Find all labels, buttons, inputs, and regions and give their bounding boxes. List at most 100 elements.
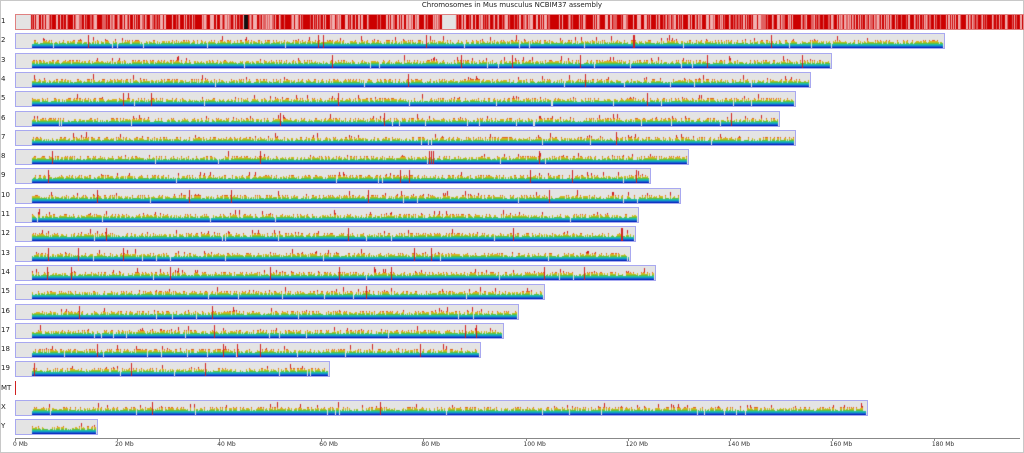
- chromosome-label: X: [1, 403, 6, 411]
- chromosome-row: 12: [0, 226, 1024, 243]
- chromosome-1[interactable]: [15, 14, 1024, 30]
- axis-tick-label: 120 Mb: [625, 441, 648, 448]
- chromosome-8[interactable]: [15, 149, 689, 166]
- chromosome-row: 4: [0, 71, 1024, 88]
- chromosome-row: 14: [0, 264, 1024, 281]
- chromosome-19[interactable]: [15, 361, 330, 378]
- chromosome-label: 12: [1, 229, 10, 238]
- chromosome-7[interactable]: [15, 129, 796, 146]
- axis-tick-label: 0 Mb: [13, 441, 28, 448]
- chromosome-label: 1: [1, 17, 6, 25]
- density-histogram: [16, 227, 635, 242]
- density-histogram: [16, 72, 810, 87]
- chromosome-row: 6: [0, 110, 1024, 127]
- chromosome-label: 10: [1, 190, 10, 199]
- panel-title: Chromosomes in Mus musculus NCBIM37 asse…: [421, 1, 603, 9]
- axis-tick: [729, 438, 731, 441]
- chromosome-4[interactable]: [15, 71, 811, 88]
- chromosome-Y[interactable]: [15, 419, 98, 436]
- axis-tick-label: 140 Mb: [727, 441, 751, 448]
- density-histogram: [16, 188, 680, 203]
- chromosome-label: 16: [1, 306, 10, 315]
- density-histogram: [16, 169, 650, 184]
- chromosome-label: 17: [1, 325, 10, 334]
- chromosome-10[interactable]: [15, 187, 681, 204]
- density-histogram: [16, 343, 480, 358]
- axis-tick-label: 80 Mb: [421, 441, 440, 448]
- axis-tick: [933, 438, 935, 441]
- chromosome-15[interactable]: [15, 284, 545, 301]
- axis-tick-label: 20 Mb: [115, 441, 134, 448]
- chromosome-row: 8: [0, 149, 1024, 166]
- axis-tick-label: 40 Mb: [217, 441, 236, 448]
- chromosome-label: 7: [1, 132, 6, 141]
- chromosome-MT[interactable]: [15, 380, 16, 395]
- chromosome-13[interactable]: [15, 245, 631, 262]
- density-histogram: [16, 150, 688, 165]
- density-histogram: [16, 265, 655, 280]
- density-histogram: [16, 362, 329, 377]
- chromosome-label: 14: [1, 267, 10, 276]
- chromosome-label: 19: [1, 364, 10, 373]
- chromosome-9[interactable]: [15, 168, 651, 185]
- chromosome-row: 15: [0, 284, 1024, 301]
- chromosome-label: 8: [1, 152, 6, 161]
- chromosome-label: 3: [1, 55, 6, 64]
- chromosome-row: 9: [0, 168, 1024, 185]
- chromosome-18[interactable]: [15, 342, 481, 359]
- chromosome-label: 9: [1, 171, 6, 180]
- chromosome-row: 16: [0, 303, 1024, 320]
- axis-tick: [15, 438, 16, 441]
- chromosome-6[interactable]: [15, 110, 780, 127]
- chromosome-label: 2: [1, 36, 6, 45]
- chromosome-11[interactable]: [15, 207, 639, 223]
- density-histogram: [16, 53, 831, 68]
- axis-tick: [117, 438, 119, 441]
- density-histogram: [16, 130, 795, 145]
- chromosome-row: 19: [0, 361, 1024, 378]
- chromosome-label: 13: [1, 248, 10, 257]
- chromosome-label: MT: [1, 383, 12, 392]
- chromosome-label: 15: [1, 287, 10, 296]
- chromosome-12[interactable]: [15, 226, 636, 243]
- chromosome-label: 18: [1, 345, 10, 354]
- x-axis: [15, 438, 1020, 439]
- chromosome-row: 17: [0, 322, 1024, 339]
- chromosome-row: X: [0, 400, 1024, 416]
- density-histogram: [16, 304, 518, 319]
- chromosome-3[interactable]: [15, 52, 832, 69]
- chromosome-14[interactable]: [15, 264, 656, 281]
- density-histogram: [15, 380, 16, 395]
- density-histogram: [16, 246, 630, 261]
- chromosome-row: 2: [0, 33, 1024, 50]
- axis-tick: [831, 438, 833, 441]
- axis-tick: [321, 438, 323, 441]
- chromosome-label: 6: [1, 113, 6, 122]
- chromosome-label: Y: [1, 422, 6, 431]
- chromosome-row: 13: [0, 245, 1024, 262]
- chromosome-label: 11: [1, 210, 10, 218]
- chromosome-row: 18: [0, 342, 1024, 359]
- chromosome-row: 3: [0, 52, 1024, 69]
- chromosome-2[interactable]: [15, 33, 945, 50]
- axis-tick-label: 60 Mb: [319, 441, 338, 448]
- density-histogram: [16, 92, 795, 107]
- density-histogram: [16, 111, 779, 126]
- density-histogram: [16, 15, 1023, 29]
- chromosome-5[interactable]: [15, 91, 796, 108]
- chromosome-row: 11: [0, 207, 1024, 223]
- chromosome-row: MT: [0, 380, 1024, 397]
- axis-tick-label: 180 Mb: [931, 441, 955, 448]
- chromosome-label: 4: [1, 74, 6, 83]
- chromosome-row: 1: [0, 14, 1024, 30]
- density-histogram: [16, 401, 867, 415]
- axis-tick: [525, 438, 527, 441]
- chromosome-row: 5: [0, 91, 1024, 108]
- axis-tick: [219, 438, 221, 441]
- chromosome-16[interactable]: [15, 303, 519, 320]
- density-histogram: [16, 34, 944, 49]
- chromosome-17[interactable]: [15, 322, 504, 339]
- axis-tick: [627, 438, 629, 441]
- axis-tick: [423, 438, 425, 441]
- chromosome-X[interactable]: [15, 400, 868, 416]
